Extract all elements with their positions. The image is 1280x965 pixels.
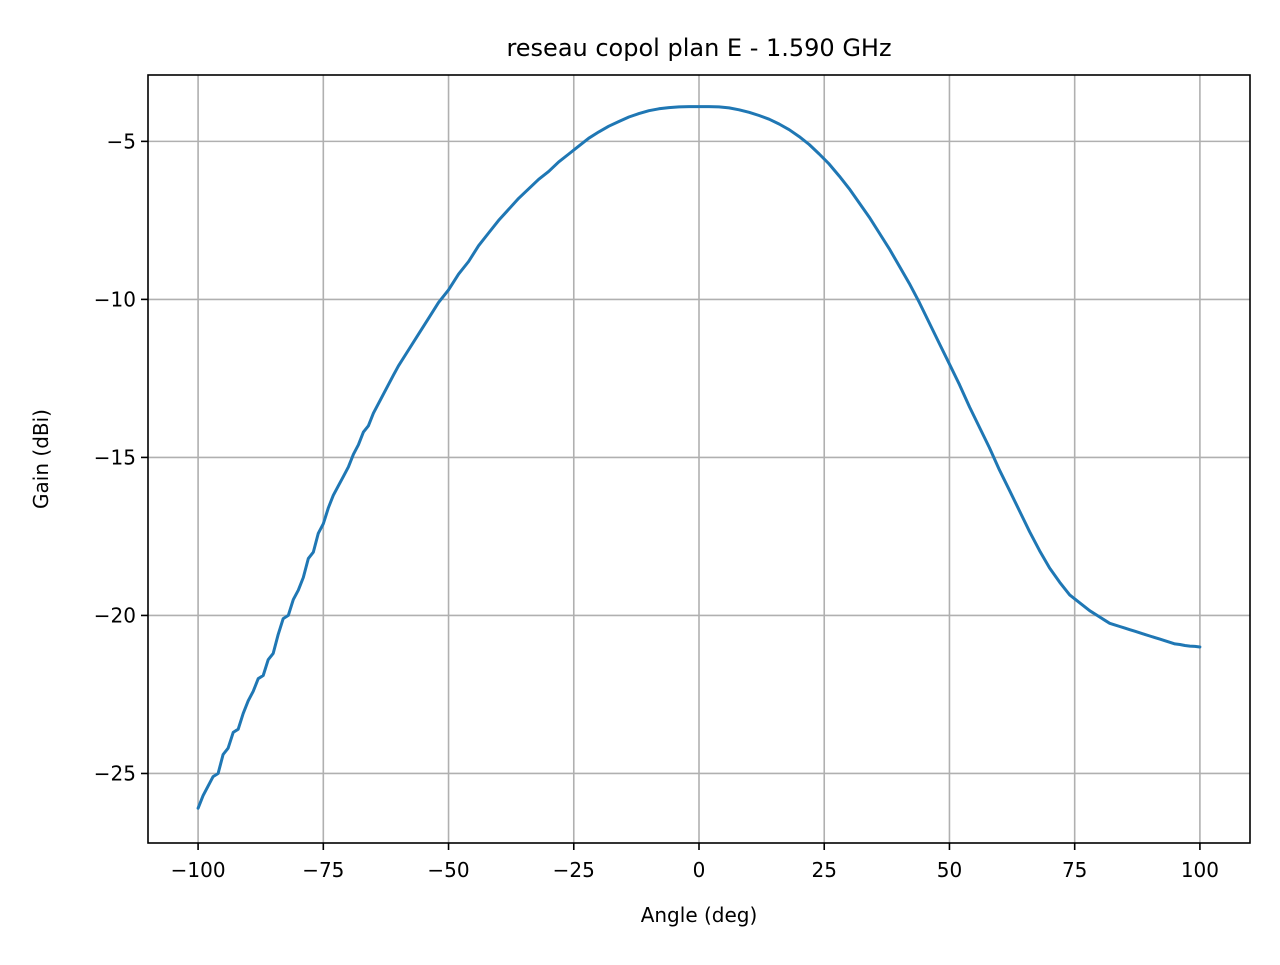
chart-title: reseau copol plan E - 1.590 GHz [506, 34, 891, 62]
x-tick-label: 75 [1062, 858, 1087, 882]
x-tick-label: 50 [937, 858, 962, 882]
y-tick-label: −10 [94, 287, 136, 311]
series-line [196, 105, 1202, 810]
y-axis-ticks: −25 −20 −15 −10 −5 [94, 129, 148, 785]
series-layer [196, 105, 1202, 810]
y-tick-label: −15 [94, 445, 136, 469]
x-tick-label: 100 [1181, 858, 1219, 882]
y-tick-label: −20 [94, 603, 136, 627]
x-tick-label: −75 [302, 858, 344, 882]
x-tick-label: 0 [693, 858, 706, 882]
x-tick-label: −25 [553, 858, 595, 882]
y-axis-label: Gain (dBi) [29, 409, 53, 509]
x-tick-label: −50 [427, 858, 469, 882]
x-axis-ticks: −100 −75 −50 −25 0 25 50 75 100 [171, 843, 1219, 882]
x-axis-label: Angle (deg) [641, 903, 758, 927]
x-tick-label: 25 [812, 858, 837, 882]
y-tick-label: −5 [107, 129, 136, 153]
grid-lines [148, 75, 1250, 843]
y-tick-label: −25 [94, 761, 136, 785]
x-tick-label: −100 [171, 858, 226, 882]
